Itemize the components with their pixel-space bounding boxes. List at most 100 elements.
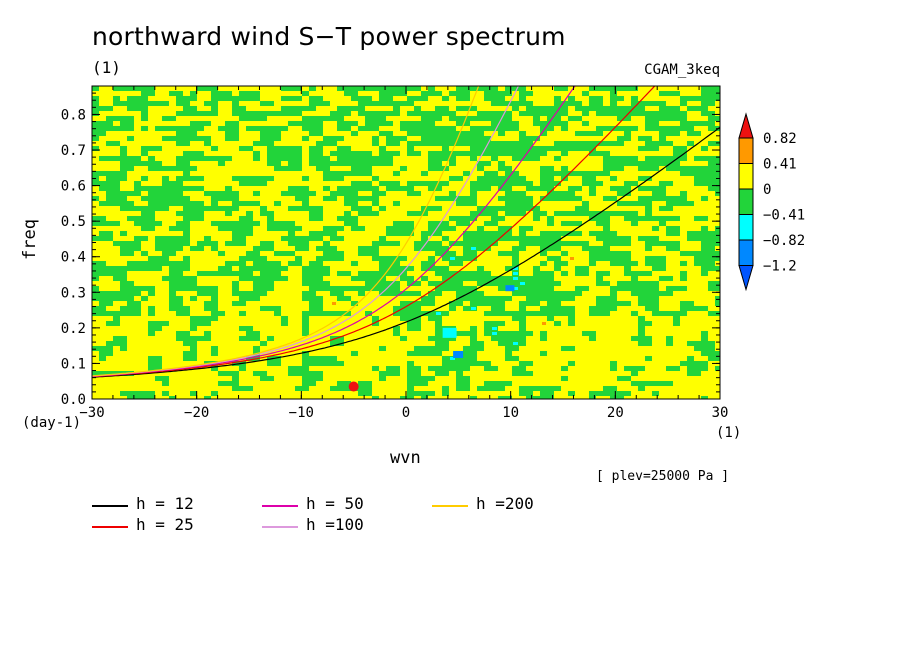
heatmap-cell [519, 246, 526, 251]
heatmap-cell [708, 181, 715, 186]
heatmap-cell [449, 126, 456, 131]
heatmap-cell [652, 101, 659, 106]
heatmap-cell [162, 166, 169, 171]
heatmap-cell [568, 241, 575, 246]
heatmap-cell [610, 96, 617, 101]
heatmap-cell [526, 301, 533, 306]
heatmap-cell [414, 131, 421, 136]
heatmap-cell [148, 216, 155, 221]
heatmap-cell [246, 386, 253, 391]
heatmap-cell [631, 286, 638, 291]
heatmap-cell [239, 311, 246, 316]
heatmap-cell [337, 226, 344, 231]
heatmap-cell [148, 221, 155, 226]
heatmap-cell [323, 231, 330, 236]
heatmap-cell [337, 176, 344, 181]
heatmap-cell [127, 206, 134, 211]
heatmap-cell [274, 266, 281, 271]
heatmap-cell [512, 206, 519, 211]
heatmap-cell [470, 211, 477, 216]
heatmap-cell [379, 101, 386, 106]
heatmap-cell [204, 321, 211, 326]
heatmap-cell [463, 121, 470, 126]
heatmap-cell [309, 276, 316, 281]
heatmap-cell [288, 161, 295, 166]
heatmap-cell [127, 396, 134, 399]
heatmap-cell [631, 311, 638, 316]
heatmap-cell [659, 136, 666, 141]
heatmap-cell [253, 181, 260, 186]
heatmap-cell [659, 311, 666, 316]
heatmap-cell [491, 211, 498, 216]
heatmap-cell [211, 246, 218, 251]
heatmap-cell [260, 306, 267, 311]
heatmap-cell [239, 386, 246, 391]
heatmap-cell [470, 396, 477, 399]
heatmap-cell [428, 121, 435, 126]
heatmap-cell [694, 121, 701, 126]
heatmap-cell [456, 106, 463, 111]
heatmap-cell [568, 306, 575, 311]
heatmap-cell [631, 126, 638, 131]
heatmap-cell [638, 146, 645, 151]
heatmap-cell [365, 156, 372, 161]
heatmap-cell [113, 276, 120, 281]
heatmap-cell [491, 386, 498, 391]
heatmap-cell [372, 281, 379, 286]
heatmap-cell [309, 116, 316, 121]
heatmap-cell [141, 86, 148, 91]
heatmap-cell [155, 186, 162, 191]
heatmap-cell [239, 301, 246, 306]
heatmap-cell [484, 96, 491, 101]
heatmap-cell [211, 201, 218, 206]
heatmap-cell [442, 286, 449, 291]
heatmap-cell [386, 101, 393, 106]
heatmap-cell [596, 391, 603, 396]
heatmap-cell [134, 216, 141, 221]
heatmap-cell [379, 146, 386, 151]
heatmap-cell [351, 181, 358, 186]
heatmap-cell [281, 236, 288, 241]
x-tick-label: 0 [402, 405, 410, 421]
heatmap-cell [554, 106, 561, 111]
heatmap-cell [540, 336, 547, 341]
heatmap-cell [295, 86, 302, 91]
heatmap-cell [477, 236, 484, 241]
heatmap-cell [450, 357, 455, 360]
heatmap-cell [386, 286, 393, 291]
heatmap-cell [610, 261, 617, 266]
heatmap-cell [330, 336, 337, 341]
heatmap-cell [631, 336, 638, 341]
heatmap-cell [456, 216, 463, 221]
heatmap-cell [351, 386, 358, 391]
heatmap-cell [323, 166, 330, 171]
y-tick-label: 0.3 [61, 285, 86, 301]
heatmap-cell [190, 391, 197, 396]
heatmap-cell [148, 191, 155, 196]
heatmap-cell [141, 251, 148, 256]
heatmap-cell [596, 246, 603, 251]
heatmap-cell [99, 221, 106, 226]
heatmap-cell [701, 336, 708, 341]
heatmap-cell [316, 281, 323, 286]
heatmap-cell [596, 296, 603, 301]
heatmap-cell [715, 351, 720, 356]
heatmap-cell [127, 96, 134, 101]
heatmap-cell [113, 371, 120, 376]
heatmap-cell [561, 126, 568, 131]
heatmap-cell [204, 191, 211, 196]
heatmap-cell [218, 266, 225, 271]
heatmap-cell [127, 126, 134, 131]
heatmap-cell [218, 96, 225, 101]
heatmap-cell [617, 156, 624, 161]
heatmap-cell [526, 151, 533, 156]
heatmap-cell [596, 141, 603, 146]
heatmap-cell [491, 96, 498, 101]
heatmap-cell [120, 156, 127, 161]
heatmap-cell [575, 116, 582, 121]
heatmap-field [92, 86, 720, 399]
x-tick-label: −20 [184, 405, 209, 421]
heatmap-cell [512, 246, 519, 251]
heatmap-cell [673, 111, 680, 116]
heatmap-cell [309, 231, 316, 236]
